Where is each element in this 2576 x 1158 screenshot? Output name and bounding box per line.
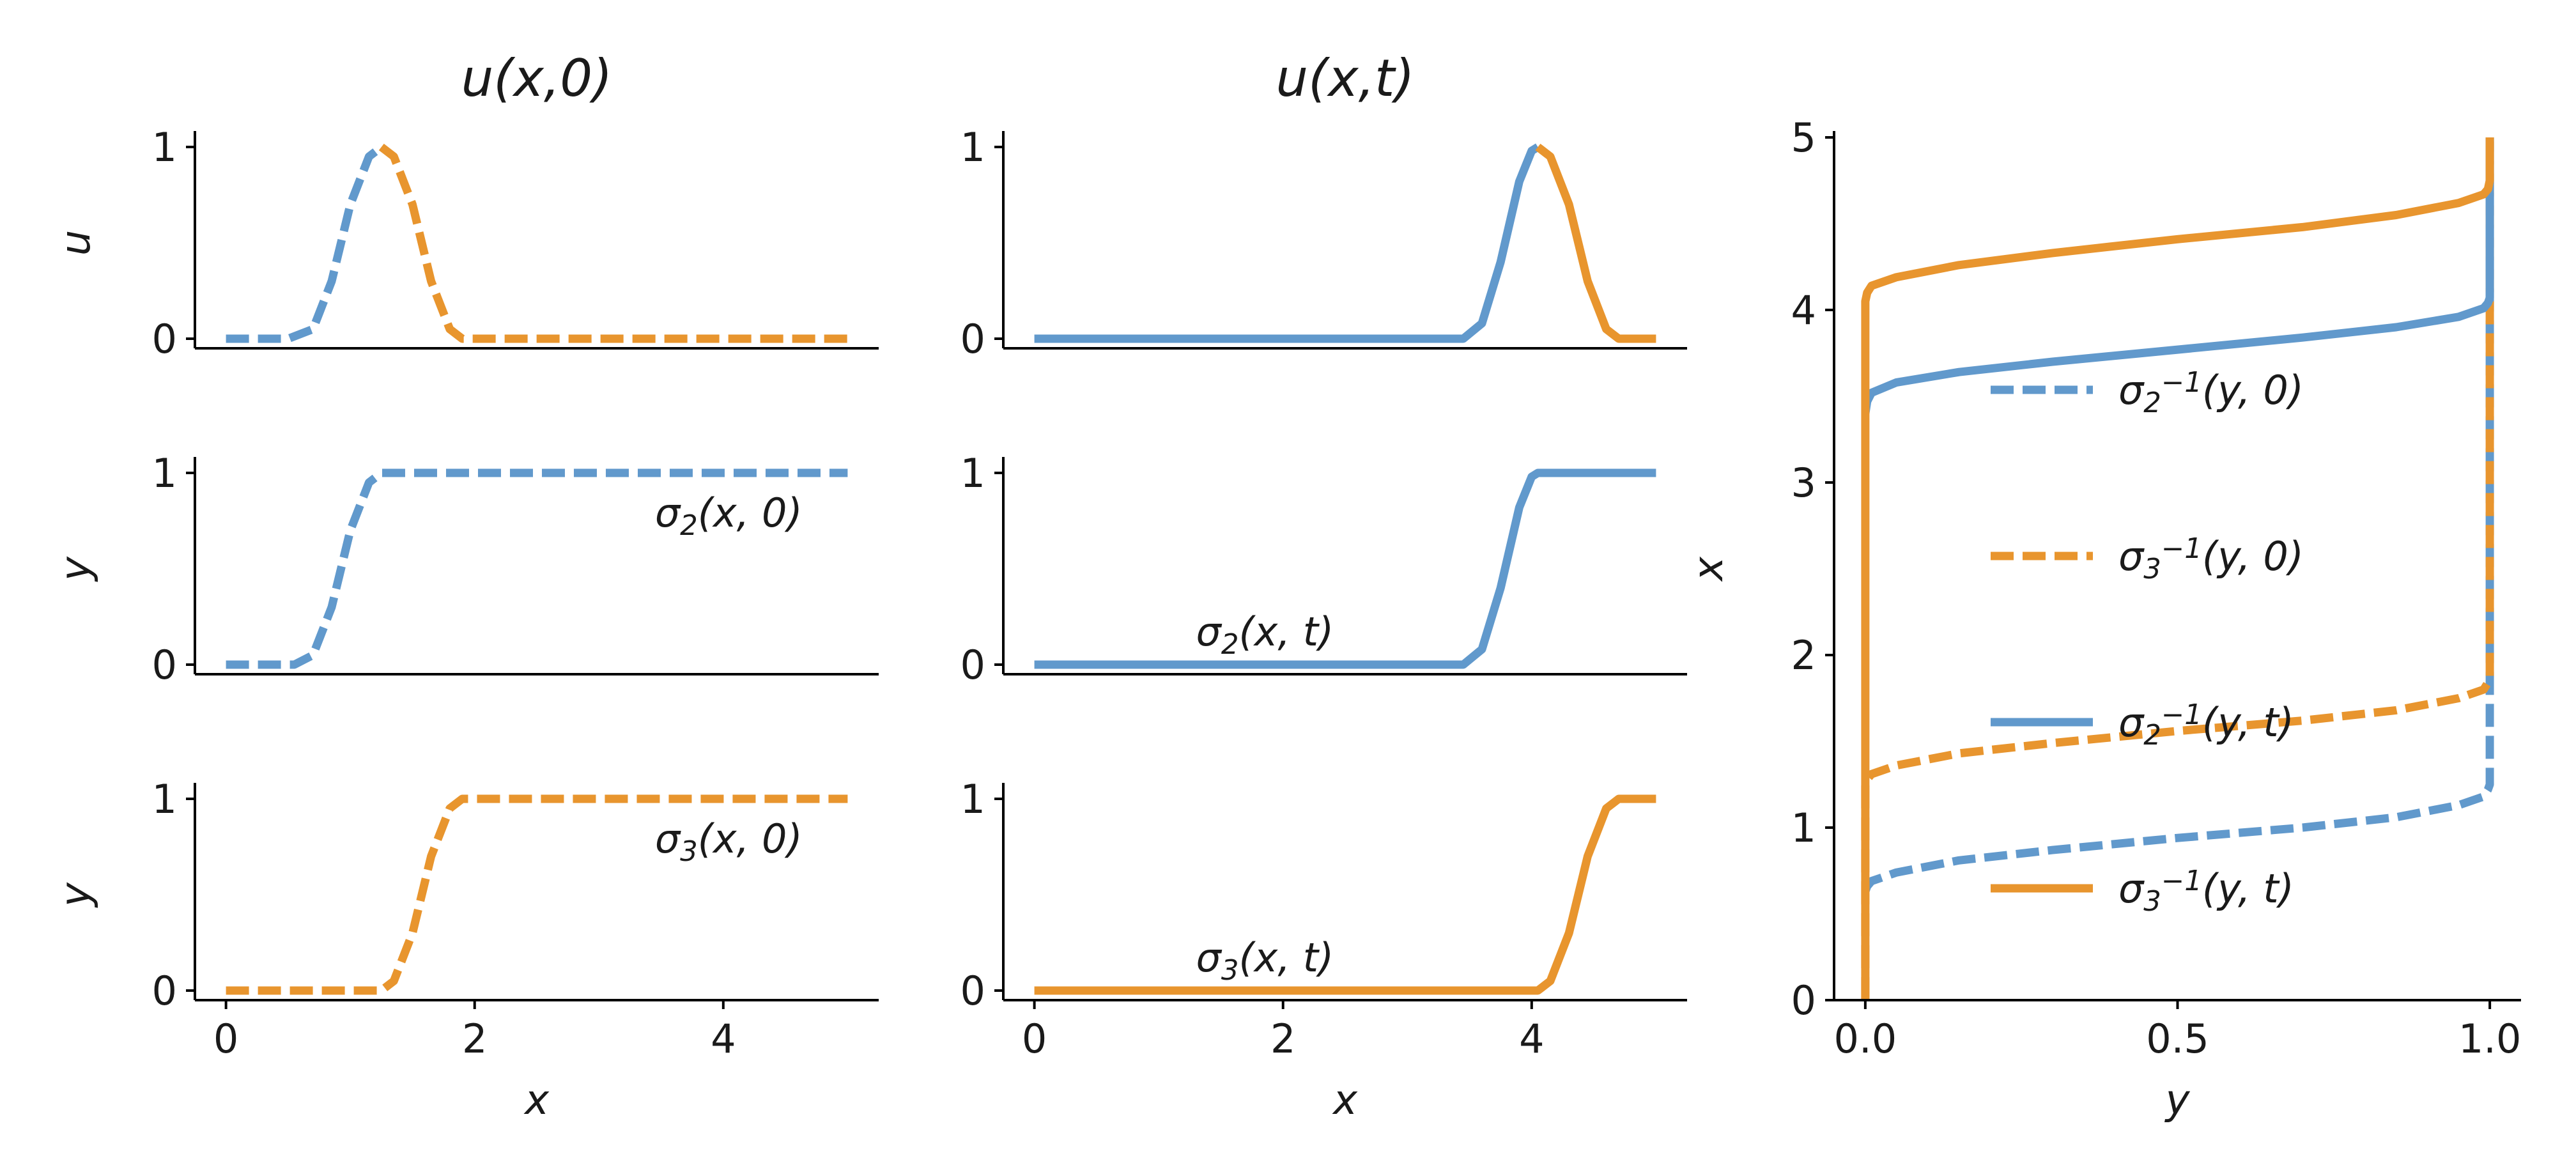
- series-line-mid-left-0: [226, 468, 848, 669]
- panel-top-middle: 0 1 u(x,t): [960, 49, 1687, 362]
- series-line-bottom-left-0: [226, 794, 848, 995]
- y-axis-label: x: [1685, 556, 1732, 582]
- y-tick-label: 0: [960, 968, 985, 1014]
- series-line-top-left-0: [226, 143, 384, 343]
- y-axis-label: y: [52, 556, 100, 582]
- x-tick-label: 0.0: [1834, 1015, 1897, 1062]
- x-axis-label: x: [1332, 1077, 1358, 1124]
- y-tick-label: 0: [152, 642, 177, 688]
- curve-annotation: σ2(x, 0): [655, 490, 803, 542]
- x-tick-label: 2: [462, 1015, 487, 1062]
- series-line-top-middle-1: [1535, 143, 1656, 343]
- series-line-top-middle-0: [1034, 143, 1540, 343]
- y-tick-label: 1: [960, 776, 985, 822]
- y-axis-label: y: [52, 882, 100, 908]
- series-line-right-2: [1861, 137, 2494, 414]
- y-tick-label: 2: [1791, 632, 1816, 679]
- x-axis-label: x: [523, 1077, 550, 1124]
- y-tick-label: 1: [960, 124, 985, 171]
- y-tick-label: 1: [152, 124, 177, 171]
- x-axis-label: y: [2164, 1077, 2191, 1124]
- y-tick-label: 1: [152, 776, 177, 822]
- legend: σ2−1(y, 0) σ3−1(y, 0) σ2−1(y, t) σ3−1(y, t): [1991, 367, 2304, 918]
- x-tick-label: 1.0: [2458, 1015, 2522, 1062]
- panel-mid-left: 0 1 y σ2(x, 0): [52, 450, 879, 688]
- panel-top-left: 0 1 u(x,0) u: [52, 49, 879, 362]
- series-line-bottom-middle-0: [1034, 794, 1656, 995]
- y-tick-label: 0: [152, 316, 177, 362]
- legend-label: σ2−1(y, 0): [2118, 367, 2304, 419]
- x-tick-label: 0.5: [2146, 1015, 2209, 1062]
- x-tick-label: 4: [1519, 1015, 1544, 1062]
- y-tick-label: 0: [1791, 977, 1816, 1024]
- y-tick-label: 0: [152, 968, 177, 1014]
- series-line-right-3: [1861, 137, 2494, 1000]
- legend-label: σ2−1(y, t): [2118, 699, 2294, 752]
- panel-bottom-left: 0 1 0 2 4 x y σ3(x, 0): [52, 776, 879, 1124]
- curve-annotation: σ2(x, t): [1196, 608, 1334, 661]
- y-tick-label: 1: [960, 450, 985, 497]
- legend-label: σ3−1(y, t): [2118, 865, 2294, 918]
- y-tick-label: 1: [1791, 805, 1816, 851]
- curve-annotation: σ3(x, t): [1196, 934, 1334, 987]
- y-tick-label: 0: [960, 316, 985, 362]
- panel-title: u(x,0): [461, 49, 613, 108]
- series-line-right-0: [1861, 137, 2494, 893]
- series-line-mid-middle-0: [1034, 468, 1656, 669]
- panel-title: u(x,t): [1276, 49, 1414, 108]
- legend-label: σ3−1(y, 0): [2118, 533, 2304, 585]
- y-axis-label: u: [52, 230, 100, 256]
- curve-annotation: σ3(x, 0): [655, 815, 803, 868]
- x-tick-label: 2: [1270, 1015, 1295, 1062]
- panel-bottom-middle: 0 1 0 2 4 x σ3(x, t): [960, 776, 1687, 1124]
- y-tick-label: 0: [960, 642, 985, 688]
- y-tick-label: 4: [1791, 287, 1816, 334]
- panel-mid-middle: 0 1 σ2(x, t): [960, 450, 1687, 688]
- y-tick-label: 1: [152, 450, 177, 497]
- x-tick-label: 0: [1022, 1015, 1047, 1062]
- x-tick-label: 0: [213, 1015, 238, 1062]
- series-line-top-left-1: [378, 143, 848, 343]
- y-tick-label: 3: [1791, 459, 1816, 506]
- y-tick-label: 5: [1791, 114, 1816, 161]
- x-tick-label: 4: [711, 1015, 736, 1062]
